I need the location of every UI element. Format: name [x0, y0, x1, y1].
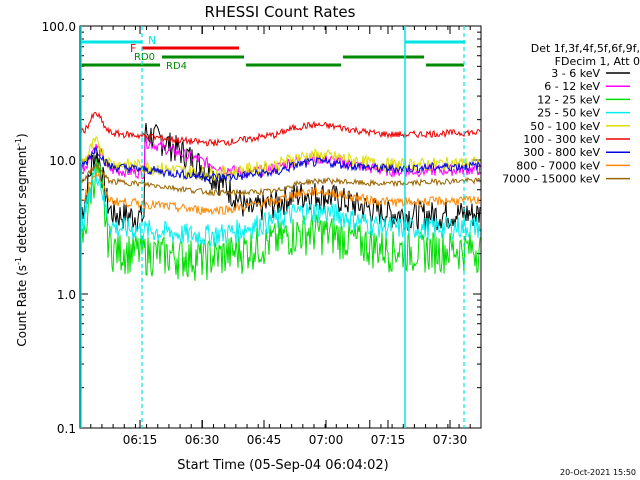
- x-tick-label: 07:15: [371, 433, 406, 447]
- flare-flag: F: [130, 42, 136, 55]
- y-label-close: ): [15, 133, 29, 138]
- x-axis-label: Start Time (05-Sep-04 06:04:02): [177, 458, 388, 473]
- y-tick-label: 10.0: [49, 154, 76, 168]
- legend-label: 100 - 300 keV: [523, 133, 600, 146]
- legend-label: 300 - 800 keV: [523, 146, 600, 159]
- legend-label: 3 - 6 keV: [551, 67, 600, 80]
- rd0-flag: RD0: [134, 52, 155, 63]
- legend-label: 12 - 25 keV: [537, 93, 600, 106]
- x-tick-label: 06:45: [247, 433, 282, 447]
- series-group: [80, 111, 481, 281]
- y-tick-label: 0.1: [57, 422, 76, 436]
- x-tick-label: 06:30: [185, 433, 220, 447]
- plot-area: 0.1 1.0 10.0 100.0 06:15 06:30 06:45 07:00 07:15…: [42, 20, 482, 447]
- series-line: [80, 162, 481, 197]
- legend-header-1: Det 1f,3f,4f,5f,6f,9f,: [530, 42, 640, 55]
- chart-title: RHESSI Count Rates: [205, 3, 356, 21]
- series-line: [80, 111, 481, 147]
- series-line: [80, 172, 481, 216]
- legend-label: 50 - 100 keV: [530, 120, 600, 133]
- y-axis-label: Count Rate (s-1 detector segment-1): [14, 133, 29, 346]
- x-tick-label: 07:30: [433, 433, 468, 447]
- y-label-exp: -1: [14, 257, 23, 265]
- series-line: [80, 158, 481, 281]
- x-tick-label: 06:15: [123, 433, 158, 447]
- legend-label: 7000 - 15000 keV: [502, 173, 600, 186]
- legend-header-2: FDecim 1, Att 0: [554, 55, 640, 68]
- night-flag: N: [148, 34, 156, 47]
- series-line: [80, 147, 481, 183]
- legend-label: 6 - 12 keV: [544, 80, 600, 93]
- y-label-main: Count Rate (s: [15, 265, 29, 347]
- series-line: [80, 163, 481, 248]
- y-tick-label: 100.0: [42, 20, 76, 34]
- x-tick-label: 07:00: [309, 433, 344, 447]
- y-tick-label: 1.0: [57, 288, 76, 302]
- legend-label: 25 - 50 keV: [537, 107, 600, 120]
- rd4-flag: RD4: [166, 61, 187, 72]
- y-label-tail: detector segment: [15, 146, 29, 257]
- y-label-exp2: -1: [14, 138, 23, 146]
- legend-label: 800 - 7000 keV: [516, 159, 600, 172]
- timestamp: 20-Oct-2021 15:50: [560, 468, 636, 477]
